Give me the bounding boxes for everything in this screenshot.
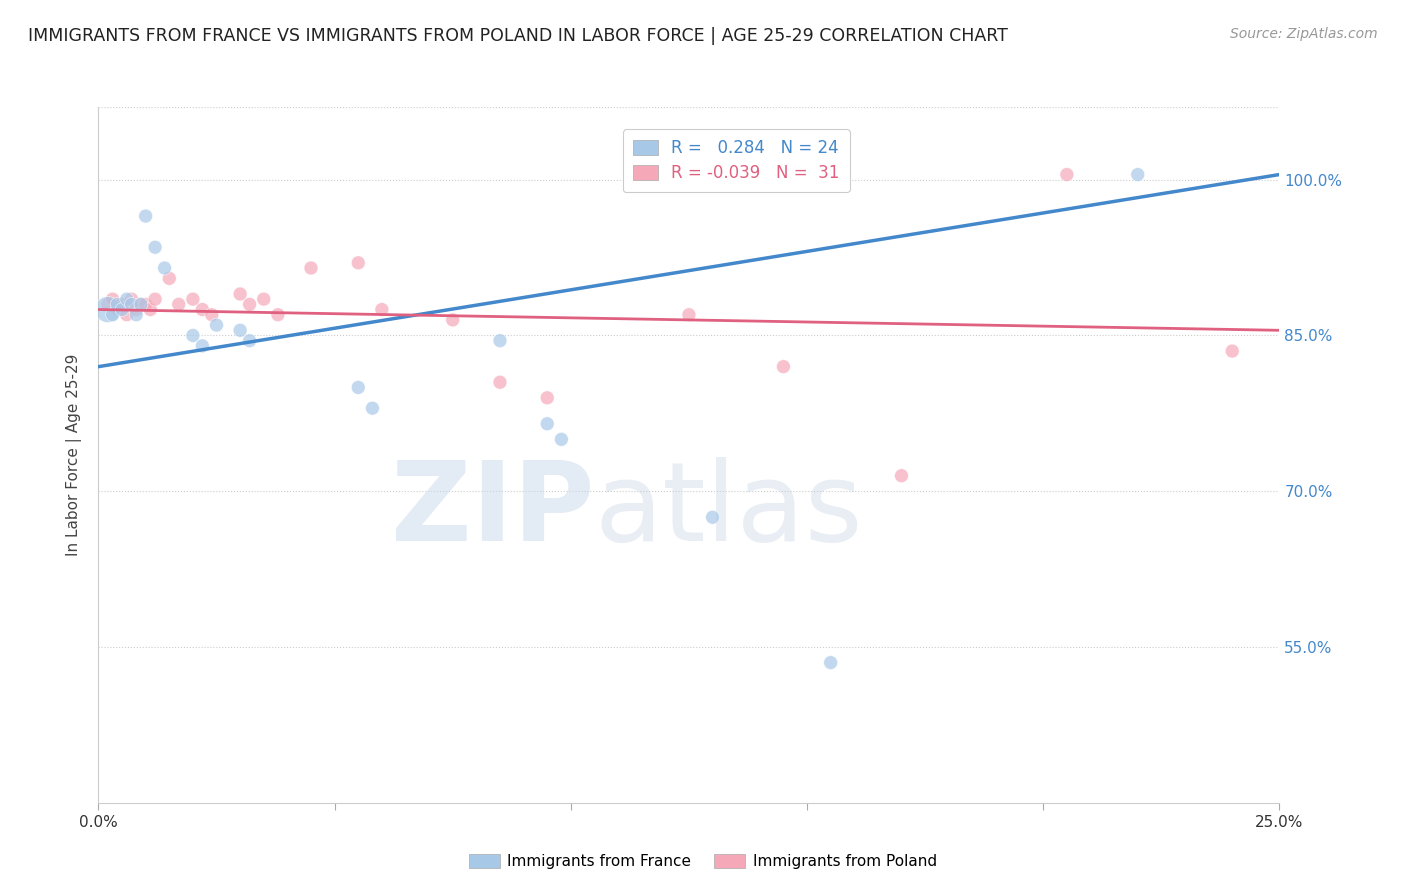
Point — [97, 302, 120, 317]
Point — [347, 256, 370, 270]
Text: IMMIGRANTS FROM FRANCE VS IMMIGRANTS FROM POLAND IN LABOR FORCE | AGE 25-29 CORR: IMMIGRANTS FROM FRANCE VS IMMIGRANTS FRO… — [28, 27, 1008, 45]
Point — [441, 313, 464, 327]
Point — [125, 302, 148, 317]
Point — [772, 359, 794, 374]
Point — [229, 323, 252, 337]
Point — [111, 297, 134, 311]
Point — [105, 302, 128, 317]
Text: ZIP: ZIP — [391, 457, 595, 564]
Point — [157, 271, 180, 285]
Legend: R =   0.284   N = 24, R = -0.039   N =  31: R = 0.284 N = 24, R = -0.039 N = 31 — [623, 129, 849, 192]
Point — [153, 260, 176, 275]
Point — [229, 287, 252, 301]
Point — [1056, 168, 1078, 182]
Point — [890, 468, 912, 483]
Point — [489, 334, 512, 348]
Point — [121, 292, 143, 306]
Point — [139, 302, 162, 317]
Point — [115, 292, 138, 306]
Point — [143, 292, 166, 306]
Point — [820, 656, 842, 670]
Point — [101, 308, 124, 322]
Point — [239, 297, 262, 311]
Point — [135, 297, 157, 311]
Point — [205, 318, 228, 332]
Point — [201, 308, 224, 322]
Point — [702, 510, 724, 524]
Point — [129, 297, 152, 311]
Y-axis label: In Labor Force | Age 25-29: In Labor Force | Age 25-29 — [66, 354, 83, 556]
Point — [267, 308, 290, 322]
Point — [536, 417, 558, 431]
Point — [121, 297, 143, 311]
Point — [253, 292, 276, 306]
Point — [361, 401, 384, 416]
Point — [97, 297, 120, 311]
Point — [371, 302, 394, 317]
Point — [129, 297, 152, 311]
Point — [115, 308, 138, 322]
Point — [143, 240, 166, 254]
Point — [239, 334, 262, 348]
Point — [489, 376, 512, 390]
Point — [1126, 168, 1149, 182]
Point — [678, 308, 700, 322]
Point — [191, 302, 214, 317]
Point — [1220, 344, 1243, 359]
Legend: Immigrants from France, Immigrants from Poland: Immigrants from France, Immigrants from … — [463, 848, 943, 875]
Point — [536, 391, 558, 405]
Point — [191, 339, 214, 353]
Point — [550, 433, 572, 447]
Point — [105, 297, 128, 311]
Point — [347, 380, 370, 394]
Point — [101, 292, 124, 306]
Point — [181, 292, 204, 306]
Point — [125, 308, 148, 322]
Text: atlas: atlas — [595, 457, 863, 564]
Text: Source: ZipAtlas.com: Source: ZipAtlas.com — [1230, 27, 1378, 41]
Point — [135, 209, 157, 223]
Point — [111, 302, 134, 317]
Point — [181, 328, 204, 343]
Point — [167, 297, 190, 311]
Point — [299, 260, 322, 275]
